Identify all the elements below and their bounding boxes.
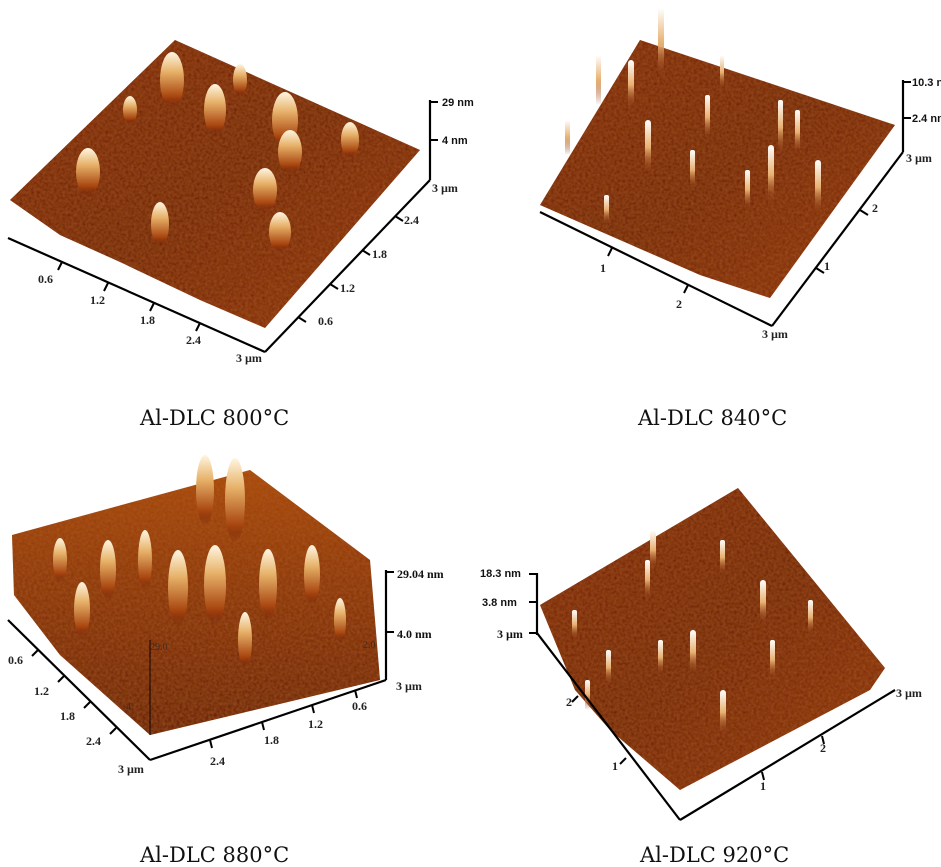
axis-b-tick: 3 µm [432,181,458,195]
axis-b-tick: 1.2 [308,717,323,731]
axis-a-tick: 1 [600,261,606,275]
axis-b-tick: 1.8 [264,733,279,747]
axis-b-tick: 3 µm [906,151,932,165]
z-base-label: 3 µm [497,627,523,641]
axis-a-tick: 1.8 [140,313,155,327]
axis-b-tick: 0.6 [318,314,333,328]
z-mid-label: 4 nm [442,135,468,147]
axis-x-840 [539,211,773,327]
axis-y-800 [264,179,431,353]
peaks-920 [572,530,813,735]
axis-b-tick: 3 µm [396,679,422,693]
surface-840 [540,40,895,298]
panel-920: 18.3 nm 3.8 nm 3 µm 2 1 1 2 3 µm Al-DLC … [480,488,922,867]
axis-a-tick: 0.6 [8,653,23,667]
caption-840: Al-DLC 840°C [637,406,787,430]
z-max-label: 29.04 nm [397,567,444,581]
peaks-840 [565,8,821,225]
caption-880: Al-DLC 880°C [139,843,289,867]
axis-a-tick: 1.8 [60,709,75,723]
z-max-label: 10.3 n [912,77,941,89]
axis-a-tick: 1 [612,759,618,773]
z-faint-label: 2.0 [363,640,376,651]
axis-b-tick: 3 µm [896,686,922,700]
axis-a-tick: 2 [676,297,682,311]
axis-b-tick: 0.6 [352,699,367,713]
axis-a-tick: 3 µm [236,351,262,365]
axis-a-tick: 1.2 [90,293,105,307]
axis-x-880 [7,619,151,761]
z-mid-label: 2.4 nm [912,113,941,125]
caption-920: Al-DLC 920°C [639,843,789,867]
axis-b-tick: 1 [824,259,830,273]
axis-a-tick: 3 µm [762,327,788,341]
peaks-880 [53,455,346,668]
z-max-label: 29 nm [442,97,474,109]
axis-y-840 [771,151,904,327]
axis-b-tick: 1.2 [340,281,355,295]
surface-800 [10,40,420,328]
z-mid-label: 3.8 nm [482,597,517,609]
axis-y-880 [149,678,387,762]
axis-x-800 [7,236,266,354]
z-faint-label: 29.0 [150,642,168,653]
axis-b-tick: 2.4 [210,754,225,768]
axis-a-tick: 1.2 [34,684,49,698]
axis-a-tick: 0.6 [38,272,53,286]
axis-x-920 [536,632,681,821]
axis-b-tick: 1.8 [372,247,387,261]
axis-a-tick: 2.4 [86,734,101,748]
z-max-label: 18.3 nm [480,568,521,580]
panel-880: 29.0 2.0 4. 29.04 nm 4.0 nm 0.6 1.2 1.8 … [7,455,444,867]
panel-840: 10.3 n 2.4 nm 1 2 3 µm 1 2 3 µm Al-DLC 8… [539,8,941,430]
axis-a-tick: 2 [566,695,572,709]
peaks-800 [76,52,359,252]
axis-b-tick: 2 [820,741,826,755]
axis-b-tick: 2.4 [404,213,419,227]
axis-a-tick: 3 µm [118,762,144,776]
z-mid-label: 4.0 nm [397,627,432,641]
axis-b-tick: 2 [872,201,878,215]
axis-y-920 [679,689,896,821]
caption-800: Al-DLC 800°C [139,406,289,430]
z-faint-label: 4. [126,702,134,713]
axis-a-tick: 2.4 [186,333,201,347]
surface-880 [12,470,380,735]
panel-800: 29 nm 4 nm 0.6 1.2 1.8 2.4 3 µm 0.6 1.2 … [7,40,474,430]
surface-920 [540,488,885,790]
axis-b-tick: 1 [760,779,766,793]
